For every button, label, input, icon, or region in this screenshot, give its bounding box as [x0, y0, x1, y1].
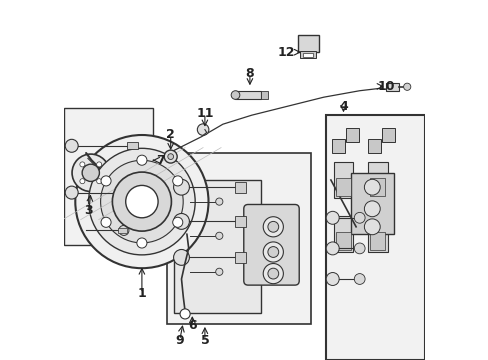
Circle shape [354, 274, 365, 284]
Bar [331, 139, 344, 153]
Circle shape [72, 154, 109, 192]
Bar [369, 178, 385, 196]
Circle shape [263, 264, 283, 284]
Circle shape [65, 186, 78, 199]
Text: 1: 1 [137, 287, 146, 300]
Circle shape [263, 242, 283, 262]
Circle shape [325, 273, 339, 285]
Circle shape [180, 309, 190, 319]
Circle shape [80, 179, 85, 184]
Circle shape [354, 243, 365, 254]
Bar [333, 216, 353, 252]
Bar [367, 139, 380, 153]
Bar [174, 180, 260, 313]
Bar [385, 83, 399, 91]
Circle shape [173, 249, 189, 265]
Bar [167, 153, 310, 324]
Circle shape [97, 179, 102, 184]
Circle shape [215, 232, 223, 239]
Circle shape [82, 164, 99, 181]
Circle shape [119, 225, 129, 235]
Circle shape [364, 201, 380, 217]
Circle shape [325, 211, 339, 224]
Circle shape [112, 172, 171, 231]
Text: 4: 4 [339, 100, 347, 113]
Text: 2: 2 [166, 129, 175, 141]
Bar [127, 142, 137, 149]
Circle shape [172, 217, 183, 228]
Bar [335, 178, 350, 196]
Text: 9: 9 [175, 334, 183, 347]
FancyBboxPatch shape [244, 204, 299, 285]
Text: 5: 5 [200, 334, 209, 347]
Bar [299, 51, 316, 58]
Circle shape [354, 212, 365, 223]
Circle shape [267, 268, 278, 279]
Bar [118, 228, 126, 233]
Circle shape [125, 185, 158, 218]
Bar [235, 252, 245, 263]
Bar [297, 35, 318, 52]
Circle shape [364, 179, 380, 195]
Circle shape [215, 198, 223, 205]
Bar [127, 189, 137, 196]
Circle shape [137, 155, 146, 165]
Circle shape [263, 217, 283, 237]
Circle shape [197, 124, 208, 135]
Bar [303, 53, 313, 57]
Circle shape [172, 176, 183, 186]
Bar [235, 91, 261, 99]
Circle shape [167, 154, 173, 159]
Circle shape [364, 219, 380, 235]
Circle shape [88, 148, 195, 255]
Text: 10: 10 [377, 80, 394, 93]
Bar [350, 173, 393, 234]
Text: 6: 6 [187, 319, 196, 332]
Bar [235, 216, 245, 227]
Circle shape [75, 135, 208, 268]
Bar [261, 91, 267, 99]
Circle shape [173, 179, 189, 195]
Circle shape [267, 221, 278, 232]
Circle shape [173, 213, 189, 229]
Circle shape [101, 176, 111, 186]
Text: 3: 3 [84, 204, 93, 217]
Circle shape [137, 238, 146, 248]
Circle shape [231, 91, 239, 99]
Bar [369, 232, 385, 250]
Circle shape [101, 217, 111, 228]
Bar [325, 115, 424, 360]
Circle shape [267, 247, 278, 257]
Bar [333, 162, 353, 198]
Text: 8: 8 [245, 67, 254, 80]
Text: 7: 7 [156, 154, 165, 167]
Bar [381, 128, 394, 142]
Circle shape [325, 242, 339, 255]
Bar [367, 162, 387, 198]
Circle shape [101, 160, 183, 243]
Bar [64, 108, 152, 245]
Bar [346, 128, 358, 142]
Bar [367, 216, 387, 252]
Circle shape [164, 150, 177, 163]
Circle shape [97, 162, 102, 167]
Circle shape [65, 139, 78, 152]
Text: 12: 12 [277, 46, 294, 59]
Bar [235, 182, 245, 193]
Circle shape [403, 83, 410, 90]
Bar [335, 232, 350, 250]
Circle shape [215, 268, 223, 275]
Circle shape [80, 162, 85, 167]
Text: 11: 11 [196, 107, 213, 120]
